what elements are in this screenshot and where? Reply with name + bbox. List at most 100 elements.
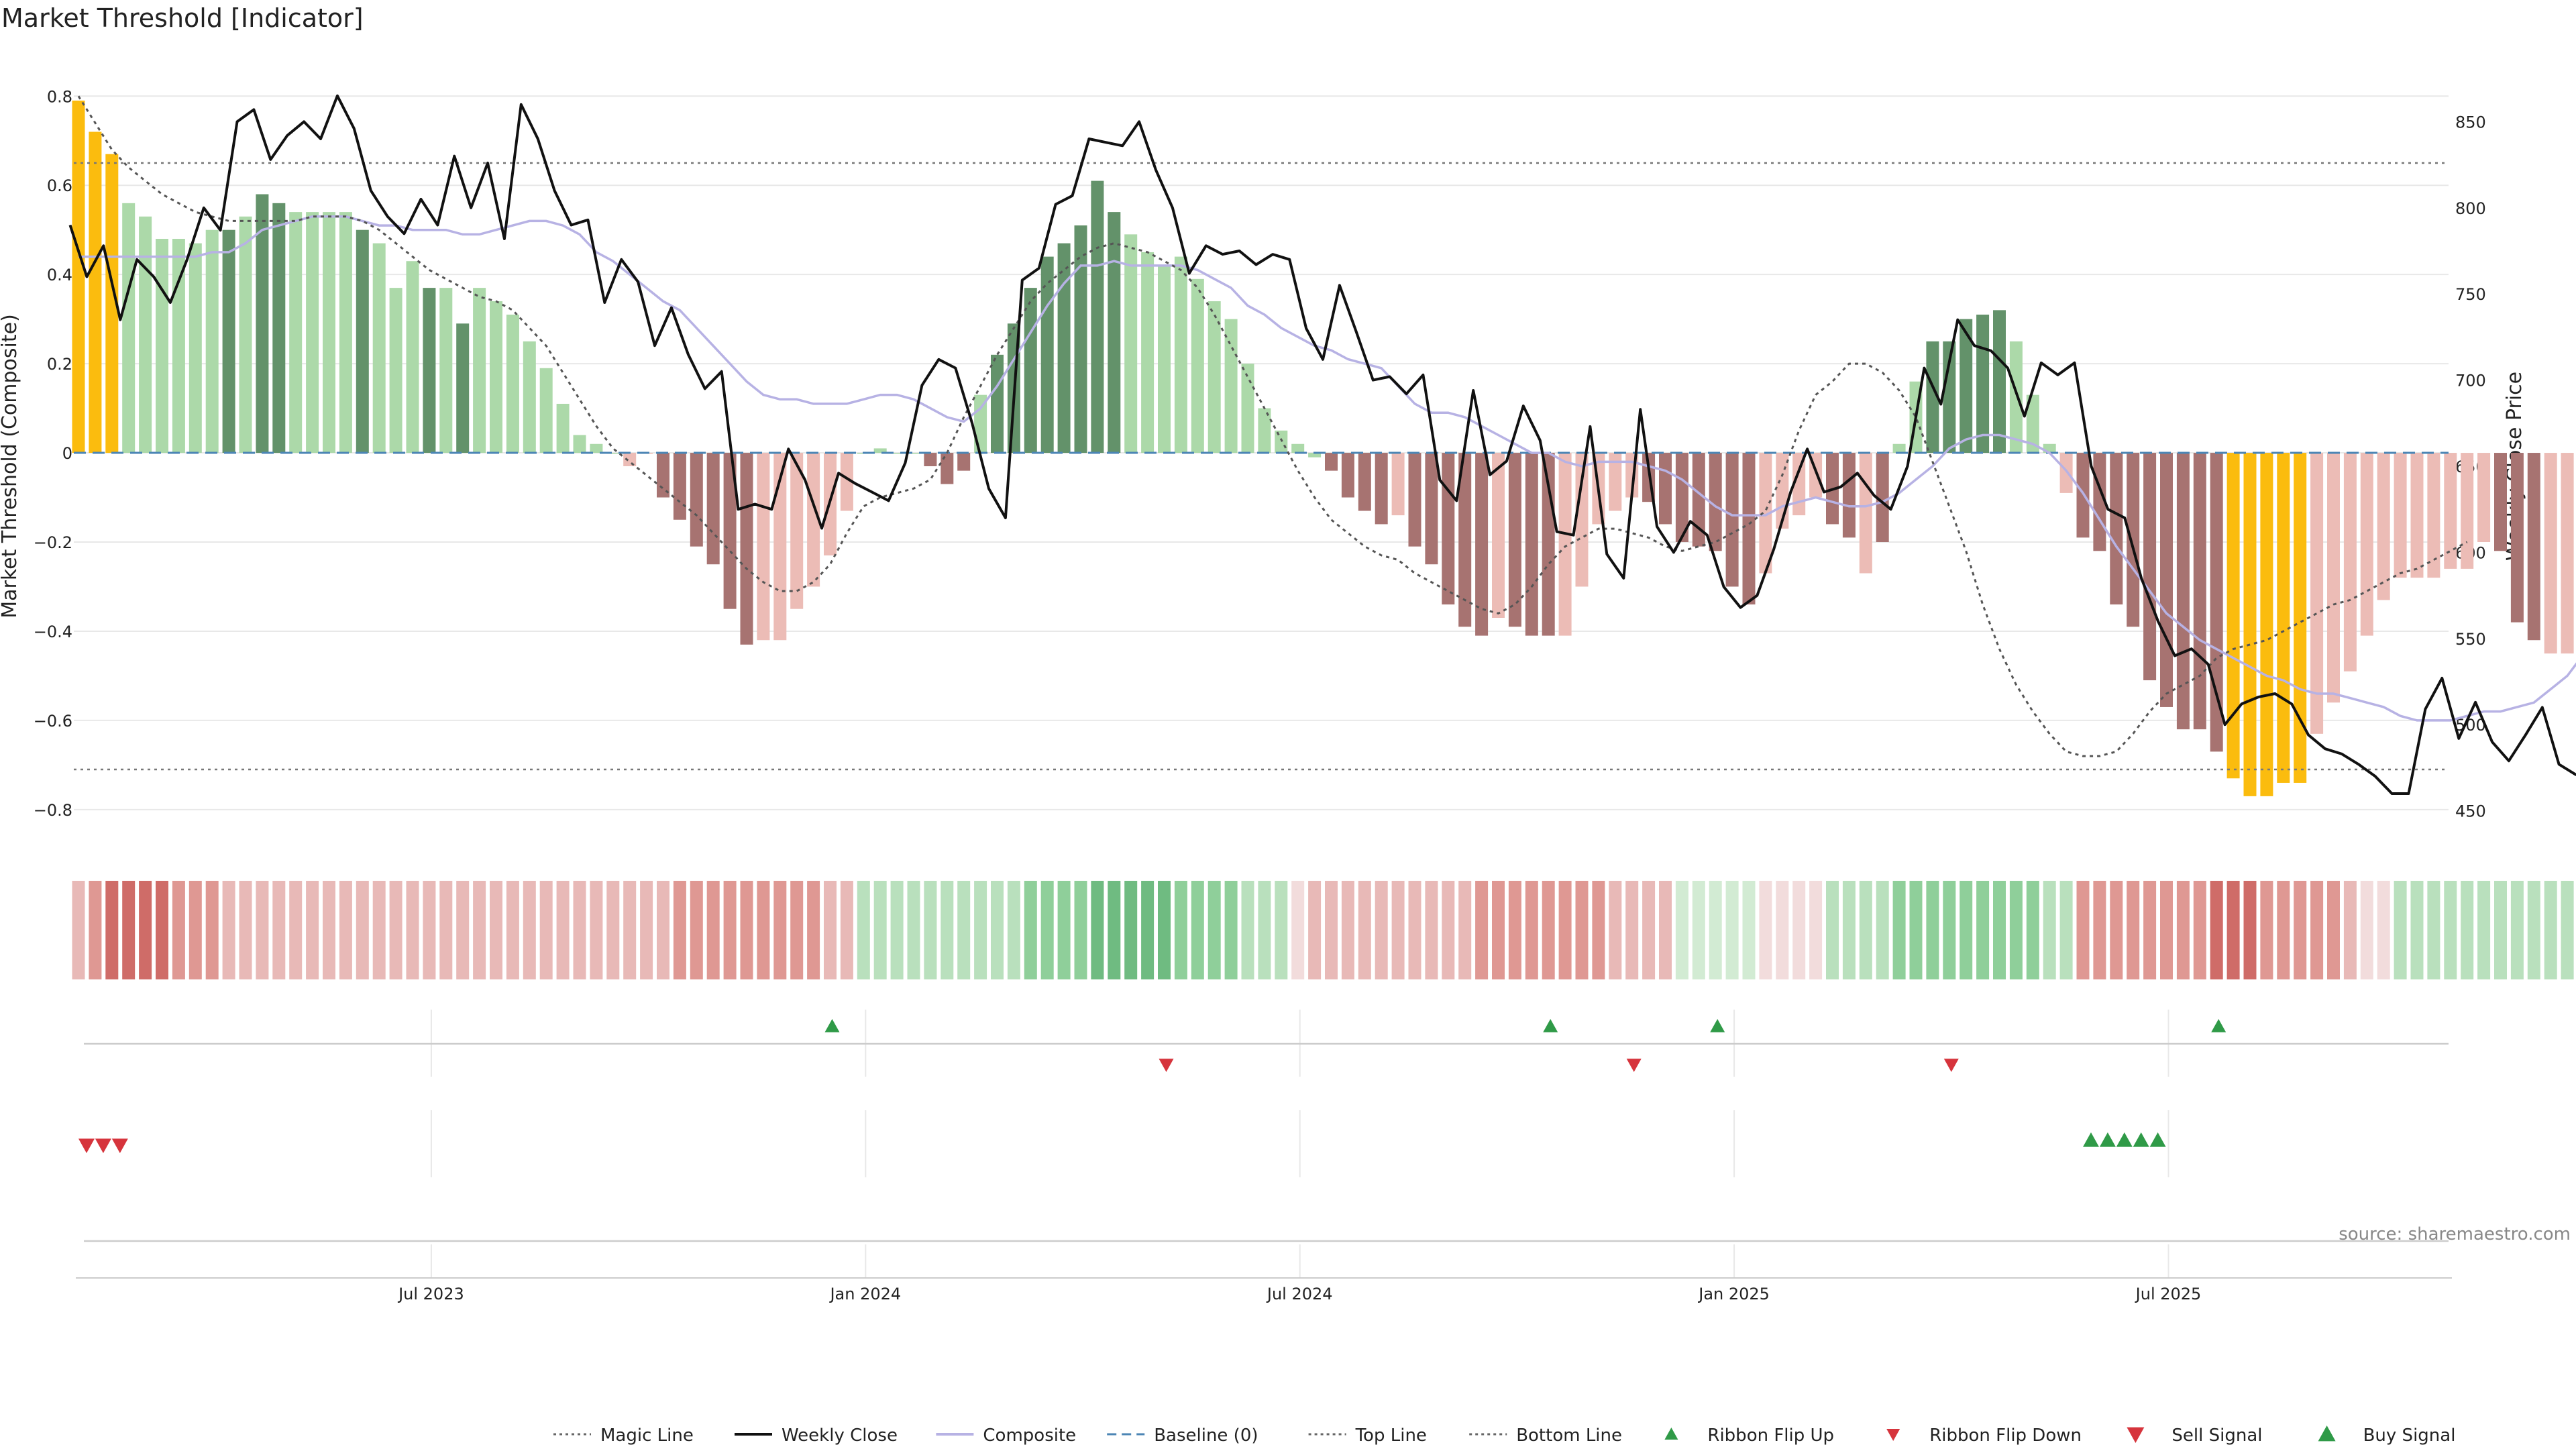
ribbon-cell bbox=[1642, 881, 1656, 979]
ribbon-cell bbox=[807, 881, 820, 979]
y-left-tick-label: −0.2 bbox=[34, 533, 72, 552]
ribbon-cell bbox=[2377, 881, 2390, 979]
composite-bar bbox=[840, 453, 853, 511]
composite-bar bbox=[590, 443, 603, 453]
ribbon-cell bbox=[1759, 881, 1772, 979]
ribbon-cell bbox=[2277, 881, 2290, 979]
y-right-tick-label: 500 bbox=[2455, 716, 2486, 735]
composite-bar bbox=[2076, 453, 2090, 538]
composite-bar bbox=[490, 301, 502, 453]
y-left-tick-label: −0.8 bbox=[34, 801, 72, 820]
y-left-tick-label: −0.6 bbox=[34, 712, 72, 731]
ribbon-cell bbox=[2260, 881, 2273, 979]
composite-bar bbox=[1358, 453, 1371, 511]
ribbon-cell bbox=[2410, 881, 2424, 979]
composite-bar bbox=[523, 341, 536, 453]
ribbon-cell bbox=[1675, 881, 1688, 979]
ribbon-cell bbox=[1909, 881, 1923, 979]
composite-bar bbox=[1892, 443, 1906, 453]
composite-bar bbox=[356, 229, 369, 453]
ribbon-cell bbox=[1960, 881, 1973, 979]
composite-bar bbox=[790, 453, 804, 609]
composite-bar bbox=[757, 453, 770, 641]
composite-bar bbox=[1341, 453, 1354, 498]
ribbon-cell bbox=[2009, 881, 2023, 979]
ribbon-cell bbox=[2461, 881, 2474, 979]
ribbon-cell bbox=[2193, 881, 2206, 979]
composite-bar bbox=[439, 288, 453, 453]
composite-bar bbox=[1993, 310, 2006, 453]
composite-bar bbox=[690, 453, 703, 547]
x-tick-label: Jul 2023 bbox=[397, 1285, 464, 1303]
buy-signal-marker bbox=[2149, 1132, 2166, 1147]
ribbon-cell bbox=[2510, 881, 2524, 979]
ribbon-cell bbox=[840, 881, 853, 979]
composite-bar bbox=[807, 453, 820, 587]
legend-item: Baseline (0) bbox=[1107, 1426, 1258, 1446]
y-right-tick-label: 800 bbox=[2455, 199, 2486, 218]
composite-bar bbox=[1108, 212, 1121, 453]
composite-bar bbox=[1725, 453, 1739, 587]
composite-bar bbox=[1508, 453, 1521, 627]
legend: Magic Line Weekly Close Composite Baseline … bbox=[553, 1426, 2455, 1446]
ribbon-cell bbox=[1725, 881, 1739, 979]
composite-bar bbox=[2009, 341, 2023, 453]
composite-bar bbox=[1842, 453, 1856, 538]
ribbon-cell bbox=[1993, 881, 2006, 979]
composite-bar bbox=[1325, 453, 1338, 471]
buy-signal-marker bbox=[2116, 1132, 2133, 1147]
ribbon-cell bbox=[2444, 881, 2457, 979]
composite-bar bbox=[890, 453, 904, 454]
composite-bar bbox=[1040, 256, 1054, 453]
ribbon-cell bbox=[991, 881, 1004, 979]
composite-bar bbox=[2226, 453, 2240, 779]
legend-label: Ribbon Flip Down bbox=[1929, 1426, 2082, 1446]
legend-label: Ribbon Flip Up bbox=[1707, 1426, 1834, 1446]
ribbon-cell bbox=[1241, 881, 1254, 979]
composite-bar bbox=[2210, 453, 2223, 752]
ribbon-cell bbox=[1692, 881, 1705, 979]
composite-bar bbox=[2310, 453, 2324, 734]
composite-bar bbox=[1876, 453, 1889, 542]
ribbon-cell bbox=[456, 881, 470, 979]
composite-bar bbox=[2561, 453, 2574, 654]
composite-bar bbox=[1124, 234, 1138, 453]
ribbon-cell bbox=[423, 881, 436, 979]
ribbon-cell bbox=[1007, 881, 1020, 979]
composite-bar bbox=[1960, 319, 1973, 453]
ribbon-cell bbox=[573, 881, 586, 979]
composite-bar bbox=[606, 453, 620, 454]
legend-item: Ribbon Flip Up bbox=[1664, 1426, 1834, 1446]
sell-signal-marker bbox=[111, 1138, 128, 1153]
ribbon-cell bbox=[790, 881, 804, 979]
composite-bar bbox=[573, 435, 586, 453]
x-tick-label: Jul 2025 bbox=[2135, 1285, 2202, 1303]
ribbon-cell bbox=[1191, 881, 1204, 979]
y-right-tick-label: 850 bbox=[2455, 113, 2486, 131]
composite-bar bbox=[2294, 453, 2307, 783]
ribbon-cell bbox=[1976, 881, 1990, 979]
ribbon-cell bbox=[1442, 881, 1455, 979]
ribbon-cell bbox=[2026, 881, 2039, 979]
triangle-down-icon bbox=[2127, 1427, 2145, 1443]
composite-bar bbox=[473, 288, 486, 453]
composite-bar bbox=[657, 453, 669, 498]
ribbon-cell bbox=[873, 881, 887, 979]
buy-signal-marker bbox=[2083, 1132, 2099, 1147]
legend-item: Magic Line bbox=[553, 1426, 694, 1446]
composite-bar bbox=[1926, 341, 1939, 453]
ribbon-cell bbox=[1575, 881, 1589, 979]
ribbon-cell bbox=[89, 881, 102, 979]
ribbon-cell bbox=[757, 881, 770, 979]
ribbon-cell bbox=[1508, 881, 1521, 979]
ribbon-cell bbox=[323, 881, 335, 979]
y-right-tick-label: 450 bbox=[2455, 802, 2486, 821]
ribbon-cell bbox=[924, 881, 937, 979]
legend-item: Ribbon Flip Down bbox=[1886, 1426, 2082, 1446]
composite-bar bbox=[2427, 453, 2440, 578]
composite-bar bbox=[1943, 341, 1956, 453]
composite-bar bbox=[1241, 364, 1254, 453]
ribbon-cell bbox=[105, 881, 119, 979]
ribbon-cell bbox=[1375, 881, 1388, 979]
